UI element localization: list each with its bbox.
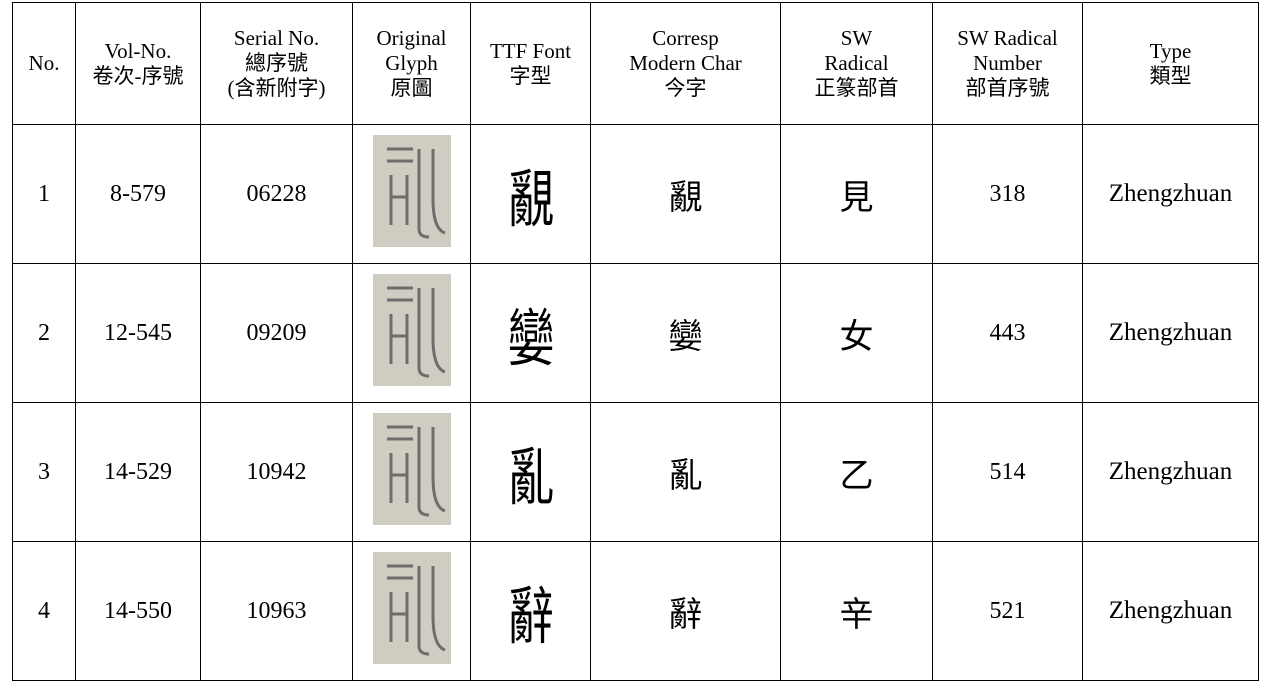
table-row: 1 8-579 06228 覶覶見 318 Zhengzhuan — [12, 124, 1259, 264]
table-row: 4 14-550 10963 辭辭辛 521 Zhengzhuan — [12, 541, 1259, 681]
radical-number: 521 — [932, 541, 1083, 681]
original-glyph-cell — [352, 402, 471, 542]
header-cell: No. — [12, 2, 76, 125]
header-cell: Original Glyph 原圖 — [352, 2, 471, 125]
header-cell: Serial No. 總序號 (含新附字) — [200, 2, 353, 125]
modern-char: 亂 — [590, 402, 781, 542]
vol-no: 12-545 — [75, 263, 201, 403]
original-glyph-cell — [352, 124, 471, 264]
header-cell: Type 類型 — [1082, 2, 1259, 125]
ttf-glyph: 孌 — [485, 263, 576, 403]
glyph-table: No. Vol-No. 卷次-序號 Serial No. 總序號 (含新附字) Origin… — [12, 2, 1259, 681]
radical-number: 514 — [932, 402, 1083, 542]
serial-no: 10942 — [200, 402, 353, 542]
header-text: SW Radical — [957, 26, 1058, 50]
row-number: 4 — [12, 541, 76, 681]
original-glyph-image — [372, 412, 451, 525]
serial-no: 06228 — [200, 124, 353, 264]
header-text: Number — [973, 51, 1042, 75]
header-text: Type — [1149, 38, 1192, 63]
header-text: 部首序號 — [965, 76, 1050, 100]
header-text: TTF Font — [489, 38, 572, 63]
radical-number: 318 — [932, 124, 1083, 264]
header-text: 卷次-序號 — [92, 63, 184, 88]
row-number: 3 — [12, 402, 76, 542]
header-text: 總序號 — [245, 51, 308, 75]
header-text: (含新附字) — [227, 76, 326, 100]
table-body: 1 8-579 06228 覶覶見 318 Zhengzhuan 2 12-545 09209 孌… — [12, 124, 1259, 681]
ttf-glyph: 覶 — [485, 124, 576, 264]
serial-no: 09209 — [200, 263, 353, 403]
modern-char: 覶 — [590, 124, 781, 264]
header-text: Original — [376, 26, 447, 50]
sw-radical: 乙 — [780, 402, 933, 542]
sw-radical: 見 — [780, 124, 933, 264]
header-text: SW — [840, 26, 873, 50]
header-text: Corresp — [652, 26, 719, 50]
header-cell: Corresp Modern Char 今字 — [590, 2, 781, 125]
header-text: 今字 — [664, 76, 707, 100]
original-glyph-cell — [352, 541, 471, 681]
header-cell: SW Radical 正篆部首 — [780, 2, 933, 125]
header-text: 類型 — [1149, 63, 1192, 88]
header-text: 字型 — [509, 63, 552, 88]
type: Zhengzhuan — [1082, 263, 1259, 403]
original-glyph-cell — [352, 263, 471, 403]
sw-radical: 女 — [780, 263, 933, 403]
table-row: 2 12-545 09209 孌孌女 443 Zhengzhuan — [12, 263, 1259, 403]
row-number: 1 — [12, 124, 76, 264]
original-glyph-image — [372, 551, 451, 664]
header-text: No. — [28, 51, 60, 75]
header-row: No. Vol-No. 卷次-序號 Serial No. 總序號 (含新附字) Origin… — [12, 2, 1259, 125]
vol-no: 14-529 — [75, 402, 201, 542]
ttf-glyph: 亂 — [485, 402, 576, 542]
radical-number: 443 — [932, 263, 1083, 403]
header-text: Vol-No. — [104, 38, 172, 63]
header-cell: Vol-No. 卷次-序號 — [75, 2, 201, 125]
header-text: Radical — [824, 51, 889, 75]
header-text: Serial No. — [233, 26, 320, 50]
modern-char: 孌 — [590, 263, 781, 403]
header-cell: SW Radical Number 部首序號 — [932, 2, 1083, 125]
type: Zhengzhuan — [1082, 402, 1259, 542]
header-text: 正篆部首 — [814, 76, 899, 100]
header-text: Modern Char — [629, 51, 742, 75]
type: Zhengzhuan — [1082, 124, 1259, 264]
header-text: 原圖 — [390, 76, 433, 100]
type: Zhengzhuan — [1082, 541, 1259, 681]
header-cell: TTF Font 字型 — [470, 2, 591, 125]
vol-no: 14-550 — [75, 541, 201, 681]
modern-char: 辭 — [590, 541, 781, 681]
vol-no: 8-579 — [75, 124, 201, 264]
serial-no: 10963 — [200, 541, 353, 681]
table-row: 3 14-529 10942 亂亂乙 514 Zhengzhuan — [12, 402, 1259, 542]
sw-radical: 辛 — [780, 541, 933, 681]
header-text: Glyph — [385, 51, 438, 75]
ttf-glyph: 辭 — [485, 541, 576, 681]
original-glyph-image — [372, 134, 451, 247]
row-number: 2 — [12, 263, 76, 403]
original-glyph-image — [372, 273, 451, 386]
